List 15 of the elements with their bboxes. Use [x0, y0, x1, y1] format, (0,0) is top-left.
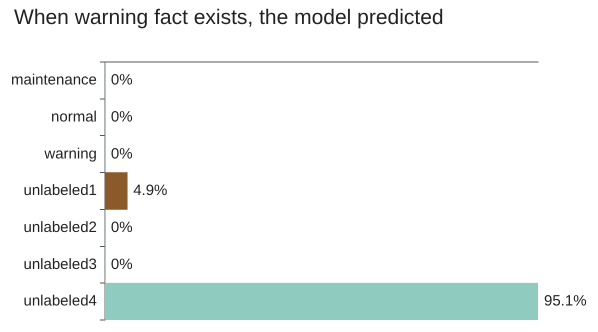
data-label: 4.9%	[133, 182, 168, 200]
data-label: 0%	[110, 145, 133, 162]
y-tick-label: unlabeled1	[23, 182, 97, 200]
data-label: 0%	[110, 108, 133, 126]
y-tick-label: unlabeled4	[23, 292, 97, 310]
y-tick-label: unlabeled2	[23, 219, 97, 236]
y-tick-label: warning	[43, 145, 97, 162]
chart-title: When warning fact exists, the model predicted	[14, 6, 444, 30]
data-label: 0%	[110, 72, 133, 89]
y-tick-label: unlabeled3	[23, 256, 97, 273]
y-tick-label: maintenance	[10, 72, 97, 89]
data-label: 95.1%	[544, 292, 587, 310]
data-label: 0%	[110, 219, 133, 236]
y-tick-label: normal	[51, 108, 97, 126]
data-label: 0%	[110, 256, 133, 273]
